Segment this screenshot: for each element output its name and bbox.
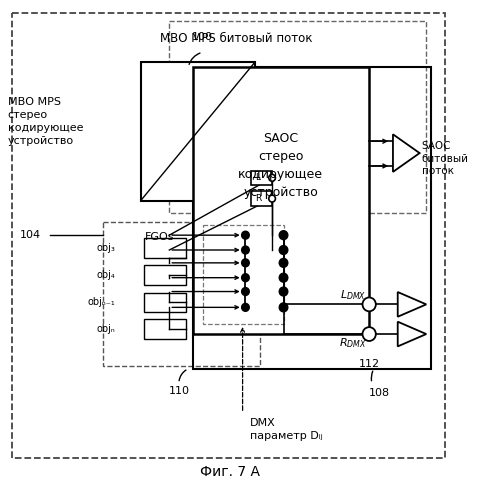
Text: МВО МPS битовый поток: МВО МPS битовый поток <box>160 32 312 46</box>
Bar <box>193 67 431 368</box>
Circle shape <box>242 246 249 254</box>
Text: objₙ₋₁: objₙ₋₁ <box>87 298 115 308</box>
Bar <box>143 292 186 312</box>
Bar <box>251 190 272 206</box>
Circle shape <box>279 303 288 312</box>
Text: objₙ: objₙ <box>97 324 115 334</box>
Bar <box>143 238 186 258</box>
Text: R: R <box>255 194 261 203</box>
Bar <box>203 226 283 324</box>
Polygon shape <box>398 322 426 346</box>
Bar <box>143 265 186 284</box>
Bar <box>141 62 255 200</box>
Bar <box>103 222 260 366</box>
Text: 112: 112 <box>358 359 380 369</box>
Text: $R_{DMX}$: $R_{DMX}$ <box>339 336 367 350</box>
Bar <box>143 319 186 339</box>
Text: SAOC
битовый
поток: SAOC битовый поток <box>422 141 468 176</box>
Bar <box>169 20 426 214</box>
Circle shape <box>242 288 249 296</box>
Circle shape <box>279 273 288 282</box>
Text: 108: 108 <box>369 388 391 398</box>
Circle shape <box>362 327 376 341</box>
Circle shape <box>269 195 275 202</box>
Circle shape <box>279 230 288 239</box>
Text: 100: 100 <box>192 32 213 42</box>
Circle shape <box>279 258 288 268</box>
Text: МВО MPS
стерео
кодирующее
устройство: МВО MPS стерео кодирующее устройство <box>8 97 83 146</box>
Text: 104: 104 <box>20 230 41 240</box>
Circle shape <box>242 259 249 267</box>
Text: DMX
параметр Dᵢⱼ: DMX параметр Dᵢⱼ <box>250 418 323 440</box>
Bar <box>251 171 272 184</box>
Circle shape <box>279 287 288 296</box>
Text: SAOC
стерео
кодирующее
устройство: SAOC стерео кодирующее устройство <box>238 132 323 200</box>
Circle shape <box>242 274 249 281</box>
Circle shape <box>242 304 249 312</box>
Circle shape <box>362 298 376 312</box>
Polygon shape <box>398 292 426 317</box>
Text: FGOs: FGOs <box>145 232 174 242</box>
Text: 110: 110 <box>168 386 189 396</box>
Text: obj₄: obj₄ <box>97 270 115 280</box>
Circle shape <box>269 174 275 182</box>
Polygon shape <box>393 134 420 172</box>
Text: obj₃: obj₃ <box>96 243 115 253</box>
Bar <box>193 67 369 334</box>
Text: Фиг. 7 А: Фиг. 7 А <box>200 466 260 479</box>
Text: $L_{DMX}$: $L_{DMX}$ <box>340 288 366 302</box>
Text: L: L <box>255 174 261 182</box>
Circle shape <box>242 231 249 239</box>
Circle shape <box>279 246 288 254</box>
